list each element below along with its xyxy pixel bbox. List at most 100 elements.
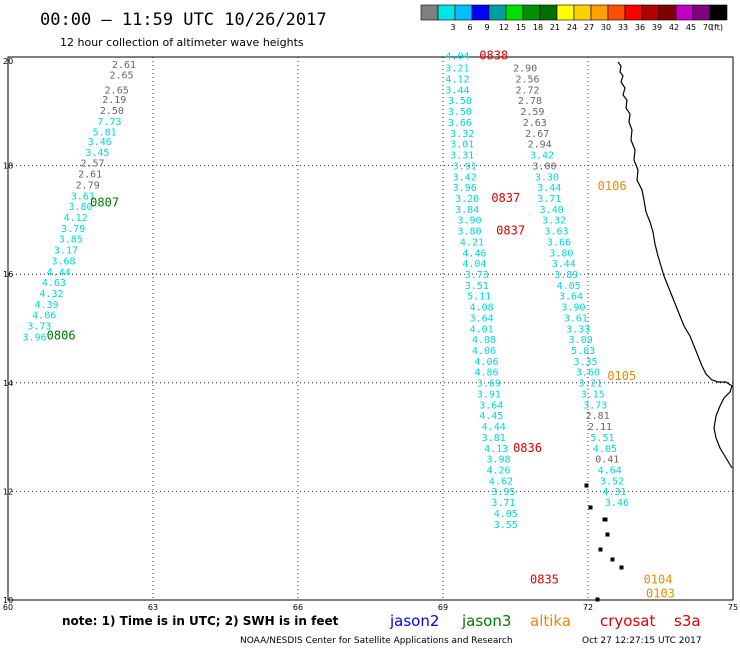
footnote: note: 1) Time is in UTC; 2) SWH is in fe… — [62, 614, 339, 628]
wave-height-value: 3.81 — [482, 433, 506, 444]
wave-height-value: 2.19 — [102, 95, 126, 106]
legend-swatch — [471, 4, 490, 21]
wave-height-value: 3.98 — [487, 455, 511, 466]
pass-time-label: 0838 — [479, 49, 508, 63]
wave-height-value: 4.06 — [32, 311, 56, 322]
wave-height-value: 3.90 — [458, 216, 482, 227]
wave-height-value: 2.61 — [112, 60, 136, 71]
wave-height-value: 3.69 — [477, 379, 501, 390]
wave-height-value: 4.05 — [593, 444, 617, 455]
legend-swatch — [675, 4, 694, 21]
pass-time-label: 0837 — [496, 224, 525, 238]
map-frame — [7, 56, 734, 601]
wave-height-value: 3.46 — [605, 498, 629, 509]
legend-swatch — [437, 4, 456, 21]
wave-height-value: 3.64 — [470, 313, 494, 324]
wave-height-value: 4.26 — [487, 465, 511, 476]
pass-time-label: 0807 — [90, 195, 119, 209]
legend-swatch — [573, 4, 592, 21]
wave-height-value: 4.63 — [42, 278, 66, 289]
legend-swatch — [539, 4, 558, 21]
wave-height-value: 3.51 — [465, 281, 489, 292]
legend-label: 30 — [601, 23, 611, 32]
wave-height-value: 4.12 — [445, 75, 469, 86]
wave-height-value: 2.79 — [76, 180, 100, 191]
wave-height-value: 4.46 — [462, 248, 486, 259]
lon-tick-label: 72 — [583, 603, 593, 612]
legend-swatch — [607, 4, 626, 21]
wave-height-value: 5.81 — [93, 128, 117, 139]
wave-height-value: 3.63 — [545, 227, 569, 238]
wave-height-value: 3.89 — [554, 270, 578, 281]
legend-label: 3 — [450, 23, 455, 32]
wave-height-value: 3.84 — [455, 205, 479, 216]
wave-height-value: 3.73 — [465, 270, 489, 281]
legend-label: 18 — [533, 23, 543, 32]
legend-swatch — [658, 4, 677, 21]
color-legend: 3 6 9 12 15 18 21 24 27 30 33 36 39 42 45 70(ft) — [420, 4, 728, 32]
pass-time-label: 0103 — [646, 586, 675, 600]
wave-height-value: 2.63 — [523, 118, 547, 129]
wave-height-value: 4.62 — [489, 476, 513, 487]
wave-height-value: 5.51 — [590, 433, 614, 444]
wave-height-value: 4.08 — [470, 303, 494, 314]
wave-height-value: 3.33 — [566, 324, 590, 335]
wave-height-value: 3.66 — [547, 237, 571, 248]
lat-tick-label: 18 — [3, 162, 13, 171]
wave-height-value: 3.44 — [445, 85, 469, 96]
legend-label: 42 — [669, 23, 679, 32]
wave-height-value: 4.01 — [470, 324, 494, 335]
wave-height-value: 3.42 — [530, 151, 554, 162]
wave-height-value: 3.52 — [600, 476, 624, 487]
wave-height-value: 3.96 — [23, 332, 47, 343]
wave-height-value: 5.11 — [467, 292, 491, 303]
wave-height-value: 3.80 — [549, 248, 573, 259]
wave-height-value: 4.21 — [460, 237, 484, 248]
wave-height-value: 2.67 — [525, 129, 549, 140]
pass-time-label: 0106 — [598, 179, 627, 193]
pass-time-label: 0836 — [513, 441, 542, 455]
wave-height-value: 4.06 — [474, 357, 498, 368]
wave-height-value: 3.46 — [88, 137, 112, 148]
wave-height-value: 4.44 — [482, 422, 506, 433]
wave-height-value: 3.17 — [54, 246, 78, 257]
legend-swatch — [590, 4, 609, 21]
wave-height-value: 2.94 — [528, 140, 552, 151]
wave-height-value: 3.55 — [494, 520, 518, 531]
wave-height-value: 4.31 — [603, 487, 627, 498]
credit-line: NOAA/NESDIS Center for Satellite Applica… — [240, 636, 513, 646]
wave-height-value: 3.64 — [559, 292, 583, 303]
wave-height-value: 3.32 — [542, 216, 566, 227]
wave-height-value: 3.30 — [535, 172, 559, 183]
legend-label: 21 — [550, 23, 560, 32]
wave-height-value: 3.96 — [453, 183, 477, 194]
wave-height-value: 4.86 — [474, 368, 498, 379]
legend-swatch — [488, 4, 507, 21]
legend-label: 12 — [499, 23, 509, 32]
wave-height-value: 2.57 — [81, 159, 105, 170]
wave-height-value: 3.35 — [574, 357, 598, 368]
legend-swatch — [641, 4, 660, 21]
legend-swatch — [709, 4, 728, 21]
wave-height-value: 3.80 — [458, 227, 482, 238]
satellite-name: s3a — [674, 612, 701, 630]
wave-height-value: 2.65 — [105, 85, 129, 96]
island-marks — [584, 483, 624, 602]
wave-height-value: 3.00 — [532, 161, 556, 172]
legend-swatch — [454, 4, 473, 21]
wave-height-value: 2.11 — [588, 422, 612, 433]
wave-height-value: 3.01 — [450, 140, 474, 151]
wave-height-value: 4.45 — [479, 411, 503, 422]
wave-height-value: 2.90 — [513, 64, 537, 75]
pass-time-label: 0104 — [644, 573, 673, 587]
legend-label: 39 — [652, 23, 662, 32]
lon-tick-label: 63 — [148, 603, 158, 612]
lon-tick-label: 60 — [3, 603, 13, 612]
legend-swatch — [692, 4, 711, 21]
wave-height-value: 4.05 — [494, 509, 518, 520]
legend-label: 24 — [567, 23, 577, 32]
wave-height-value: 4.05 — [557, 281, 581, 292]
wave-height-value: 3.90 — [561, 303, 585, 314]
wave-height-value: 3.71 — [491, 498, 515, 509]
